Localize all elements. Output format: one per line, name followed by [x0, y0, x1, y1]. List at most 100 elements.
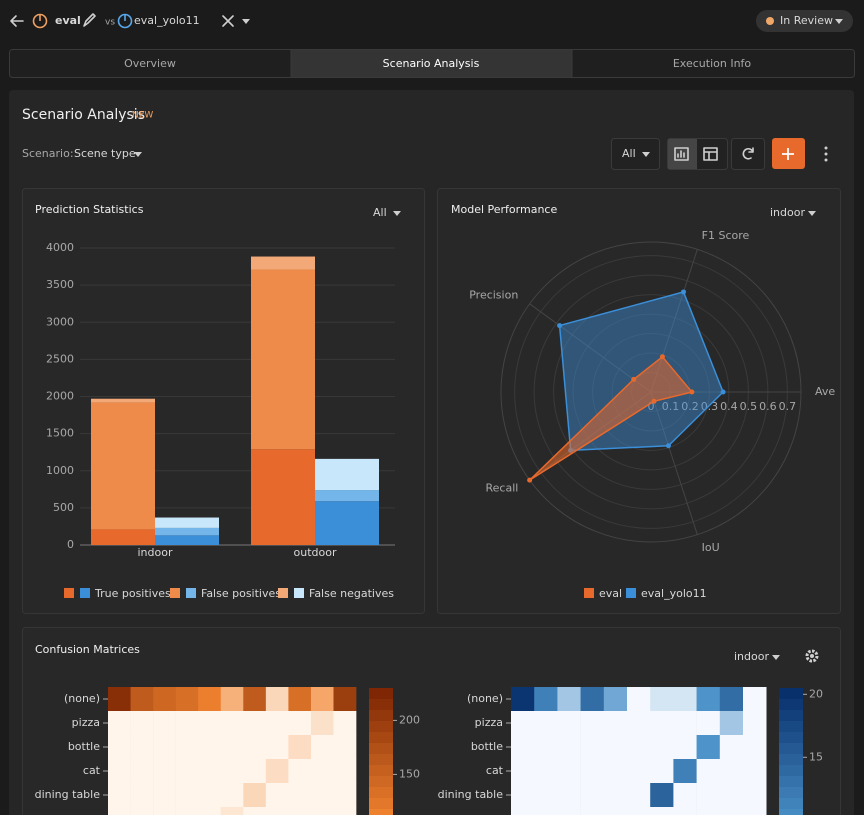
heatmap-cell — [198, 783, 222, 808]
heatmap-cell — [108, 711, 131, 736]
heatmap-cell — [511, 807, 535, 815]
heatmap-cell — [333, 807, 357, 815]
heatmap-cell — [243, 687, 267, 712]
status-dot — [766, 17, 774, 25]
back-button[interactable] — [10, 15, 24, 27]
card-filter-caret[interactable] — [772, 655, 780, 660]
heatmap-cell — [243, 711, 267, 736]
edit-icon[interactable] — [83, 13, 96, 27]
heatmap-cell — [743, 807, 767, 815]
heatmap-cell — [534, 687, 558, 712]
heatmap-cell — [627, 759, 651, 784]
colorbar-band — [779, 754, 803, 766]
status-pill[interactable]: In Review — [756, 10, 853, 32]
axis-label: Recall — [485, 481, 518, 494]
tab[interactable]: Execution Info — [673, 57, 752, 70]
heatmap-cell — [130, 711, 154, 736]
radar-point — [665, 443, 671, 449]
heatmap-cell — [243, 807, 267, 815]
chart-view-button[interactable] — [668, 139, 697, 169]
heatmap-cell — [220, 807, 244, 815]
scenario-select[interactable]: Scene type — [74, 147, 136, 160]
card-filter[interactable]: indoor — [770, 206, 805, 219]
heatmap-cell — [511, 687, 535, 712]
filter-caret[interactable] — [642, 152, 650, 157]
bar-segment — [91, 398, 155, 403]
table-view-button[interactable] — [703, 147, 718, 161]
r-tick-label: 0.6 — [759, 400, 777, 413]
r-tick-label: 0 — [648, 400, 655, 413]
heatmap-cell — [175, 807, 199, 815]
heatmap-cell — [333, 711, 357, 736]
card-filter[interactable]: indoor — [734, 650, 769, 663]
radar-point — [720, 389, 726, 395]
row-label: pizza — [72, 716, 100, 729]
filter-select[interactable]: All — [622, 147, 636, 160]
filter-box[interactable] — [611, 138, 660, 170]
heatmap-cell — [743, 735, 767, 760]
heatmap-cell — [153, 807, 176, 815]
back-icon — [10, 15, 24, 27]
chart-view-icon — [674, 147, 689, 161]
heatmap-cell — [511, 783, 535, 808]
settings-button[interactable] — [805, 649, 819, 663]
heatmap-cell — [288, 759, 312, 784]
heatmap-cell — [743, 783, 767, 808]
heatmap-cell — [603, 735, 628, 760]
scenario-caret[interactable] — [134, 152, 142, 157]
heatmap-cell — [650, 735, 674, 760]
legend-swatch — [186, 588, 196, 598]
heatmap-cell — [153, 687, 176, 712]
axis-label: Precision — [469, 289, 518, 302]
heatmap-cell — [580, 807, 605, 815]
compare-dropdown[interactable] — [242, 19, 250, 24]
heatmap-cell — [198, 759, 222, 784]
y-tick-label: 2000 — [46, 390, 74, 403]
legend-swatch — [294, 588, 304, 598]
tab[interactable]: Scenario Analysis — [383, 57, 480, 70]
heatmap-cell — [627, 735, 651, 760]
heatmap-cell — [580, 783, 605, 808]
heatmap-cell — [673, 759, 697, 784]
r-tick-label: 0.7 — [779, 400, 797, 413]
clear-compare[interactable] — [222, 15, 234, 27]
more-button[interactable] — [824, 146, 828, 162]
colorbar-band — [779, 787, 803, 799]
bar-segment — [91, 529, 155, 545]
colorbar-band — [779, 699, 803, 711]
row-label: cat — [83, 764, 101, 777]
heatmap-cell — [310, 783, 334, 808]
heatmap-cell — [333, 759, 357, 784]
colorbar-band — [779, 710, 803, 722]
legend-swatch — [626, 588, 636, 598]
x-tick-label: indoor — [138, 546, 173, 559]
model-b[interactable]: eval_yolo11 — [134, 14, 200, 27]
card-filter-caret[interactable] — [808, 211, 816, 216]
radar-point — [689, 389, 695, 395]
refresh-button[interactable] — [731, 138, 765, 170]
bar-segment — [315, 490, 379, 502]
model-a[interactable]: eval — [55, 14, 81, 27]
heatmap-cell — [153, 711, 176, 736]
legend-label: eval_yolo11 — [641, 587, 707, 600]
heatmap-cell — [310, 759, 334, 784]
heatmap-cell — [580, 687, 605, 712]
card-filter-caret[interactable] — [393, 211, 401, 216]
heatmap-cell — [650, 711, 674, 736]
heatmap-cell — [719, 759, 744, 784]
heatmap-cell — [534, 711, 558, 736]
legend-swatch — [584, 588, 594, 598]
tab-active-bg — [291, 50, 572, 77]
heatmap-cell — [153, 759, 176, 784]
tab[interactable]: Overview — [124, 57, 176, 70]
vs-label: vs — [105, 18, 115, 28]
heatmap-cell — [627, 687, 651, 712]
heatmap-cell — [153, 735, 176, 760]
colorbar-band — [369, 732, 393, 744]
heatmap-cell — [175, 735, 199, 760]
heatmap-cell — [265, 783, 289, 808]
heatmap-cell — [696, 711, 721, 736]
heatmap-cell — [719, 783, 744, 808]
heatmap-cell — [534, 807, 558, 815]
card-filter[interactable]: All — [373, 206, 387, 219]
